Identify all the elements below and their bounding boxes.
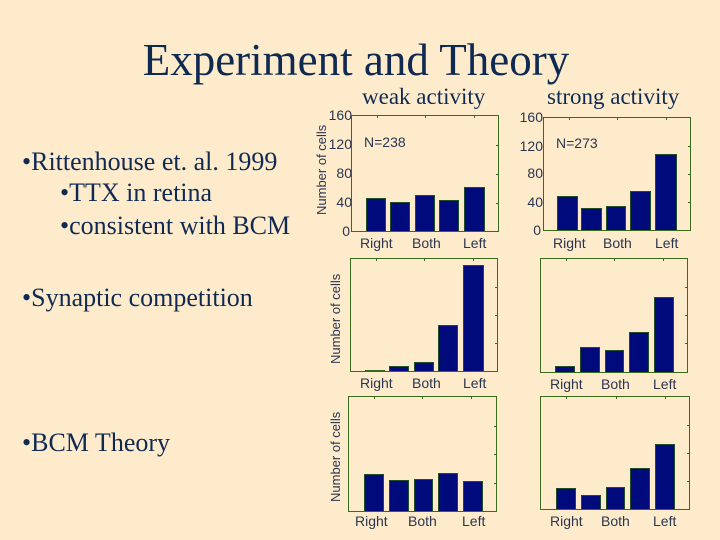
bullet-bcm-theory: •BCM Theory (22, 428, 171, 457)
bullet-ttx: •TTX in retina (60, 178, 213, 207)
xtick-both: Both (408, 513, 437, 529)
xtick-both: Both (601, 513, 630, 529)
bar (415, 195, 435, 231)
xtick-right: Right (553, 235, 586, 251)
bullet-consistent-bcm: •consistent with BCM (60, 211, 291, 240)
bar (366, 198, 386, 231)
plot-strong-competition (540, 258, 688, 373)
xtick-both: Both (601, 376, 630, 392)
ytick-40: 40 (527, 194, 543, 210)
ytick-0: 0 (342, 223, 350, 239)
ytick-120: 120 (328, 136, 352, 152)
xtick-right: Right (550, 376, 583, 392)
bar (390, 202, 410, 231)
xtick-left: Left (463, 235, 487, 251)
bar (655, 154, 677, 230)
bar (463, 481, 483, 511)
ytick-0: 0 (533, 222, 541, 238)
bar (389, 480, 409, 511)
y-axis-label-row3: Number of cells (328, 411, 343, 502)
ytick-160: 160 (328, 107, 352, 123)
bar (557, 196, 578, 230)
plot-weak-bcm (348, 396, 497, 512)
plot-strong-bcm (540, 396, 690, 510)
bar (438, 473, 458, 511)
bar (606, 487, 625, 509)
n-label: N=238 (364, 134, 406, 150)
xtick-both: Both (412, 375, 441, 391)
xtick-right: Right (360, 235, 393, 251)
bar (655, 444, 675, 509)
n-label: N=273 (556, 135, 598, 151)
bullet-rittenhouse: •Rittenhouse et. al. 1999 (22, 147, 278, 176)
bar (414, 362, 434, 371)
bar (463, 265, 484, 371)
xtick-right: Right (355, 513, 388, 529)
bar (606, 206, 626, 230)
ytick-40: 40 (336, 194, 352, 210)
ytick-80: 80 (336, 165, 352, 181)
xtick-both: Both (603, 235, 632, 251)
column-title-strong: strong activity (547, 84, 680, 109)
xtick-both: Both (412, 235, 441, 251)
bar (365, 370, 385, 371)
xtick-right: Right (360, 375, 393, 391)
plot-weak-experiment: N=238 (351, 115, 499, 232)
xtick-right: Right (550, 513, 583, 529)
xtick-left: Left (653, 376, 677, 392)
bar (630, 468, 650, 509)
bar (605, 350, 624, 372)
bullet-synaptic-competition: •Synaptic competition (22, 283, 253, 312)
xtick-left: Left (653, 513, 677, 529)
xtick-left: Left (462, 513, 486, 529)
slide-title: Experiment and Theory (142, 35, 570, 85)
y-axis-label-row2: Number of cells (328, 273, 343, 364)
bar (414, 479, 433, 511)
bar (581, 208, 602, 230)
bar (555, 366, 575, 372)
ytick-160: 160 (519, 109, 543, 125)
bar (439, 200, 459, 231)
plot-weak-competition (350, 258, 498, 372)
bar (581, 495, 601, 509)
xtick-left: Left (655, 235, 679, 251)
ytick-120: 120 (519, 138, 543, 154)
xtick-left: Left (463, 375, 487, 391)
column-title-weak: weak activity (362, 84, 486, 109)
bar (438, 325, 458, 371)
bar (630, 191, 651, 230)
ytick-80: 80 (527, 165, 543, 181)
bar (654, 297, 674, 372)
bar (389, 366, 409, 371)
plot-strong-experiment: N=273 (543, 117, 691, 231)
bar (556, 488, 576, 509)
bar (464, 187, 485, 231)
bar (580, 347, 600, 372)
bar (629, 332, 649, 372)
bar (364, 474, 384, 511)
